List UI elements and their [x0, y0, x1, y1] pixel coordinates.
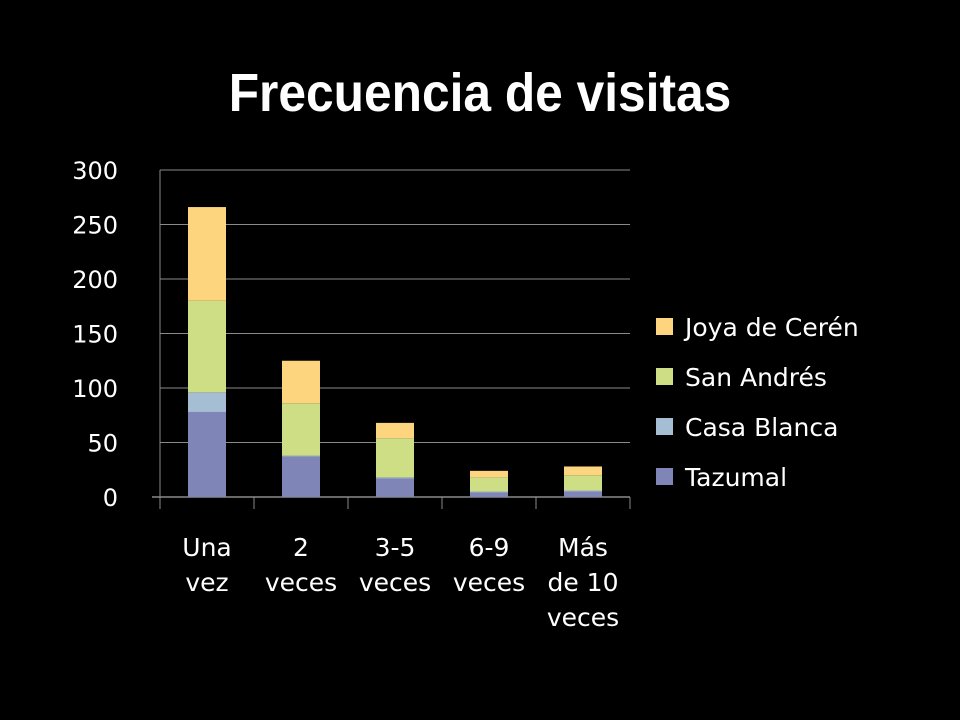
- gridlines: [160, 169, 630, 443]
- bar-segment-casa-blanca: [282, 455, 320, 457]
- bar-segment-tazumal: [188, 411, 226, 497]
- x-tick-label-line: veces: [547, 603, 619, 632]
- bar-segment-san-andr-s: [376, 438, 414, 478]
- y-tick-label: 300: [72, 157, 118, 185]
- x-tick-label-line: 3-5: [375, 533, 416, 562]
- bar-segment-tazumal: [282, 456, 320, 497]
- bar-segment-joya-de-cer-n: [470, 470, 508, 478]
- y-tick-label: 250: [72, 212, 118, 240]
- legend-swatch: [656, 318, 673, 335]
- x-tick-label-line: 6-9: [469, 533, 510, 562]
- legend-label: Casa Blanca: [685, 413, 838, 442]
- bar-segment-san-andr-s: [188, 300, 226, 393]
- x-tick-label: 3-5 veces: [359, 533, 431, 597]
- y-axis: 0 50 100 150 200 250 300: [72, 157, 161, 512]
- bars: [188, 207, 602, 497]
- bar-segment-joya-de-cer-n: [282, 360, 320, 404]
- legend-swatch: [656, 418, 673, 435]
- legend-label: San Andrés: [685, 363, 827, 392]
- x-tick-label-line: 2: [293, 533, 309, 562]
- legend-label: Tazumal: [684, 463, 787, 492]
- x-tick-label-line: Más: [558, 533, 608, 562]
- y-tick-label: 200: [72, 266, 118, 294]
- x-tick-label-line: de 10: [547, 568, 618, 597]
- y-tick-label: 150: [72, 321, 118, 349]
- x-tick-label-line: veces: [359, 568, 431, 597]
- x-tick-label: Más de 10 veces: [547, 533, 619, 632]
- legend-swatch: [656, 468, 673, 485]
- bar-segment-joya-de-cer-n: [188, 207, 226, 301]
- bar-segment-casa-blanca: [564, 490, 602, 492]
- bar-segment-san-andr-s: [470, 477, 508, 492]
- x-tick-label: Una vez: [182, 533, 231, 597]
- bar-segment-san-andr-s: [282, 403, 320, 456]
- bar-segment-casa-blanca: [376, 477, 414, 479]
- bar-segment-casa-blanca: [470, 491, 508, 493]
- bar-segment-casa-blanca: [188, 392, 226, 412]
- y-tick-label: 100: [72, 375, 118, 403]
- x-tick-label-line: veces: [265, 568, 337, 597]
- bar-segment-tazumal: [376, 478, 414, 497]
- x-tick-label-line: vez: [185, 568, 228, 597]
- legend-swatch: [656, 368, 673, 385]
- bar-segment-joya-de-cer-n: [376, 422, 414, 439]
- x-tick-label-line: veces: [453, 568, 525, 597]
- bar-segment-tazumal: [564, 491, 602, 497]
- legend: Joya de Cerén San Andrés Casa Blanca Tazuma…: [656, 313, 859, 492]
- chart-title: Frecuencia de visitas: [228, 63, 732, 123]
- y-tick-label: 0: [103, 484, 118, 512]
- x-tick-label: 2 veces: [265, 533, 337, 597]
- bar-segment-tazumal: [470, 492, 508, 497]
- bar-segment-joya-de-cer-n: [564, 466, 602, 476]
- bar-segment-san-andr-s: [564, 475, 602, 491]
- legend-label: Joya de Cerén: [683, 313, 859, 342]
- x-tick-label-line: Una: [182, 533, 231, 562]
- x-axis: Una vez 2 veces 3-5 veces 6-9 veces Más de 10 vece…: [152, 496, 631, 632]
- y-tick-label: 50: [87, 430, 118, 458]
- x-tick-label: 6-9 veces: [453, 533, 525, 597]
